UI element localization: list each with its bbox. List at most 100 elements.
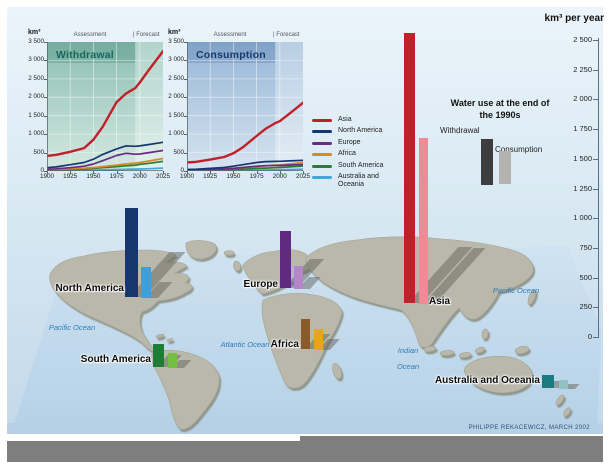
right-axis-tick-label: 1 250 [573,183,592,193]
y-tick-mark [184,97,187,99]
x-tick-label: 2000 [132,173,147,180]
consumption-legend-bar [499,151,511,184]
landmass-java [458,352,472,358]
y-tick-mark [184,78,187,80]
legend-item-label: Europe [338,138,361,146]
landmass-borneo [439,350,455,356]
y-tick-mark [44,42,47,43]
x-tick-label: 1900 [179,173,194,180]
right-axis-tick-label: 2 250 [573,64,592,74]
legend-item-label: North America [338,127,383,135]
withdrawal-legend-bar [481,139,493,185]
right-axis-tick-label: 1 750 [573,124,592,134]
chart-title-label: Withdrawal [56,49,114,61]
right-axis-tick-mark [593,158,598,160]
x-tick-label: 2000 [272,173,287,180]
y-tick-label: 0 [40,167,44,174]
y-tick-label: 1 500 [28,111,44,119]
landmass-japan [527,289,537,305]
right-axis-tick-mark [593,277,598,279]
y-tick-label: 2 500 [168,74,184,82]
right-axis-tick-mark [593,40,598,41]
legend-item-label: Australia and Oceania [338,172,379,189]
y-tick-mark [184,42,187,43]
water-use-legend-title: Water use at the end of the 1990s [450,98,550,120]
y-tick-mark [44,60,47,62]
x-tick-label: 1975 [249,173,264,180]
right-axis-tick-mark [593,188,598,190]
y-tick-mark [184,115,187,117]
y-tick-label: 1 000 [28,130,44,138]
x-tick-label: 2025 [295,173,310,180]
legend-item: South America [312,162,394,170]
y-tick-label: 3 000 [168,56,184,64]
plot-canvas [47,42,163,171]
landmass-new-guinea [514,345,530,355]
x-tick-mark [187,171,188,174]
y-tick-mark [184,60,187,62]
landmass-sulawesi [474,346,486,354]
water-use-legend: Water use at the end of the 1990s Withdr… [438,98,562,190]
x-tick-label: 1900 [39,173,54,180]
x-tick-mark [70,171,72,174]
legend-item: North America [312,127,394,135]
legend-color-swatch [312,119,332,122]
landmass-philippines [481,328,489,340]
y-tick-mark [44,152,47,154]
y-tick-mark [44,171,47,172]
right-axis-tick-mark [593,218,598,220]
credit-text: PHILIPPE REKACEWICZ, MARCH 2002 [468,425,590,431]
legend-item-label: Africa [338,150,356,158]
legend-color-swatch [312,175,332,179]
legend-item: Europe [312,139,394,147]
landmass-greenland [185,240,217,260]
legend-color-swatch [312,164,332,168]
landmass-sumatra [423,346,437,352]
y-tick-label: 2 500 [28,74,44,82]
withdrawal-chart: km³ Assessment | Forecast Withdrawal 3 500 3 … [26,26,170,188]
legend-item: Africa [312,150,394,158]
right-axis-tick-mark [593,247,598,249]
y-tick-label: 3 000 [28,56,44,64]
y-tick-mark [44,97,47,99]
x-tick-mark [233,171,235,174]
x-tick-label: 2025 [155,173,170,180]
y-tick-mark [184,152,187,154]
y-tick-label: 3 500 [168,38,184,45]
legend-color-swatch [312,141,332,145]
y-tick-label: 500 [173,148,184,156]
assessment-period-label: Assessment [73,32,107,38]
x-tick-label: 1950 [226,173,241,180]
y-tick-mark [44,78,47,80]
right-axis-tick-label: 1 500 [573,153,592,163]
x-tick-mark [256,171,258,174]
plot-canvas [187,42,303,171]
y-axis-unit-label: km³ [28,29,41,36]
right-axis-title: km³ per year [544,13,604,24]
x-tick-mark [279,171,281,174]
x-tick-label: 1925 [63,173,78,180]
right-axis-tick-label: 0 [587,332,592,341]
y-tick-label: 2 000 [28,93,44,101]
continent-legend: Asia North America Europe Africa South Ameri… [312,116,394,190]
x-tick-label: 1975 [109,173,124,180]
y-tick-label: 1 000 [168,130,184,138]
y-tick-mark [184,171,187,172]
x-tick-mark [210,171,212,174]
right-axis-tick-label: 1 000 [573,213,592,223]
legend-item-label: Asia [338,116,352,123]
x-tick-mark [116,171,118,174]
y-tick-mark [44,134,47,136]
assessment-period-label: Assessment [213,32,247,38]
y-tick-label: 3 500 [28,38,44,45]
withdrawal-legend-label: Withdrawal [440,126,480,135]
right-axis-tick-label: 2 000 [573,94,592,104]
landmass-british-isles [233,260,241,272]
footer-bar [7,441,603,462]
legend-item-label: South America [338,161,384,169]
x-tick-mark [93,171,95,174]
x-tick-mark [139,171,141,174]
y-tick-mark [44,115,47,117]
chart-title-label: Consumption [196,49,266,61]
footer-step [300,436,603,442]
